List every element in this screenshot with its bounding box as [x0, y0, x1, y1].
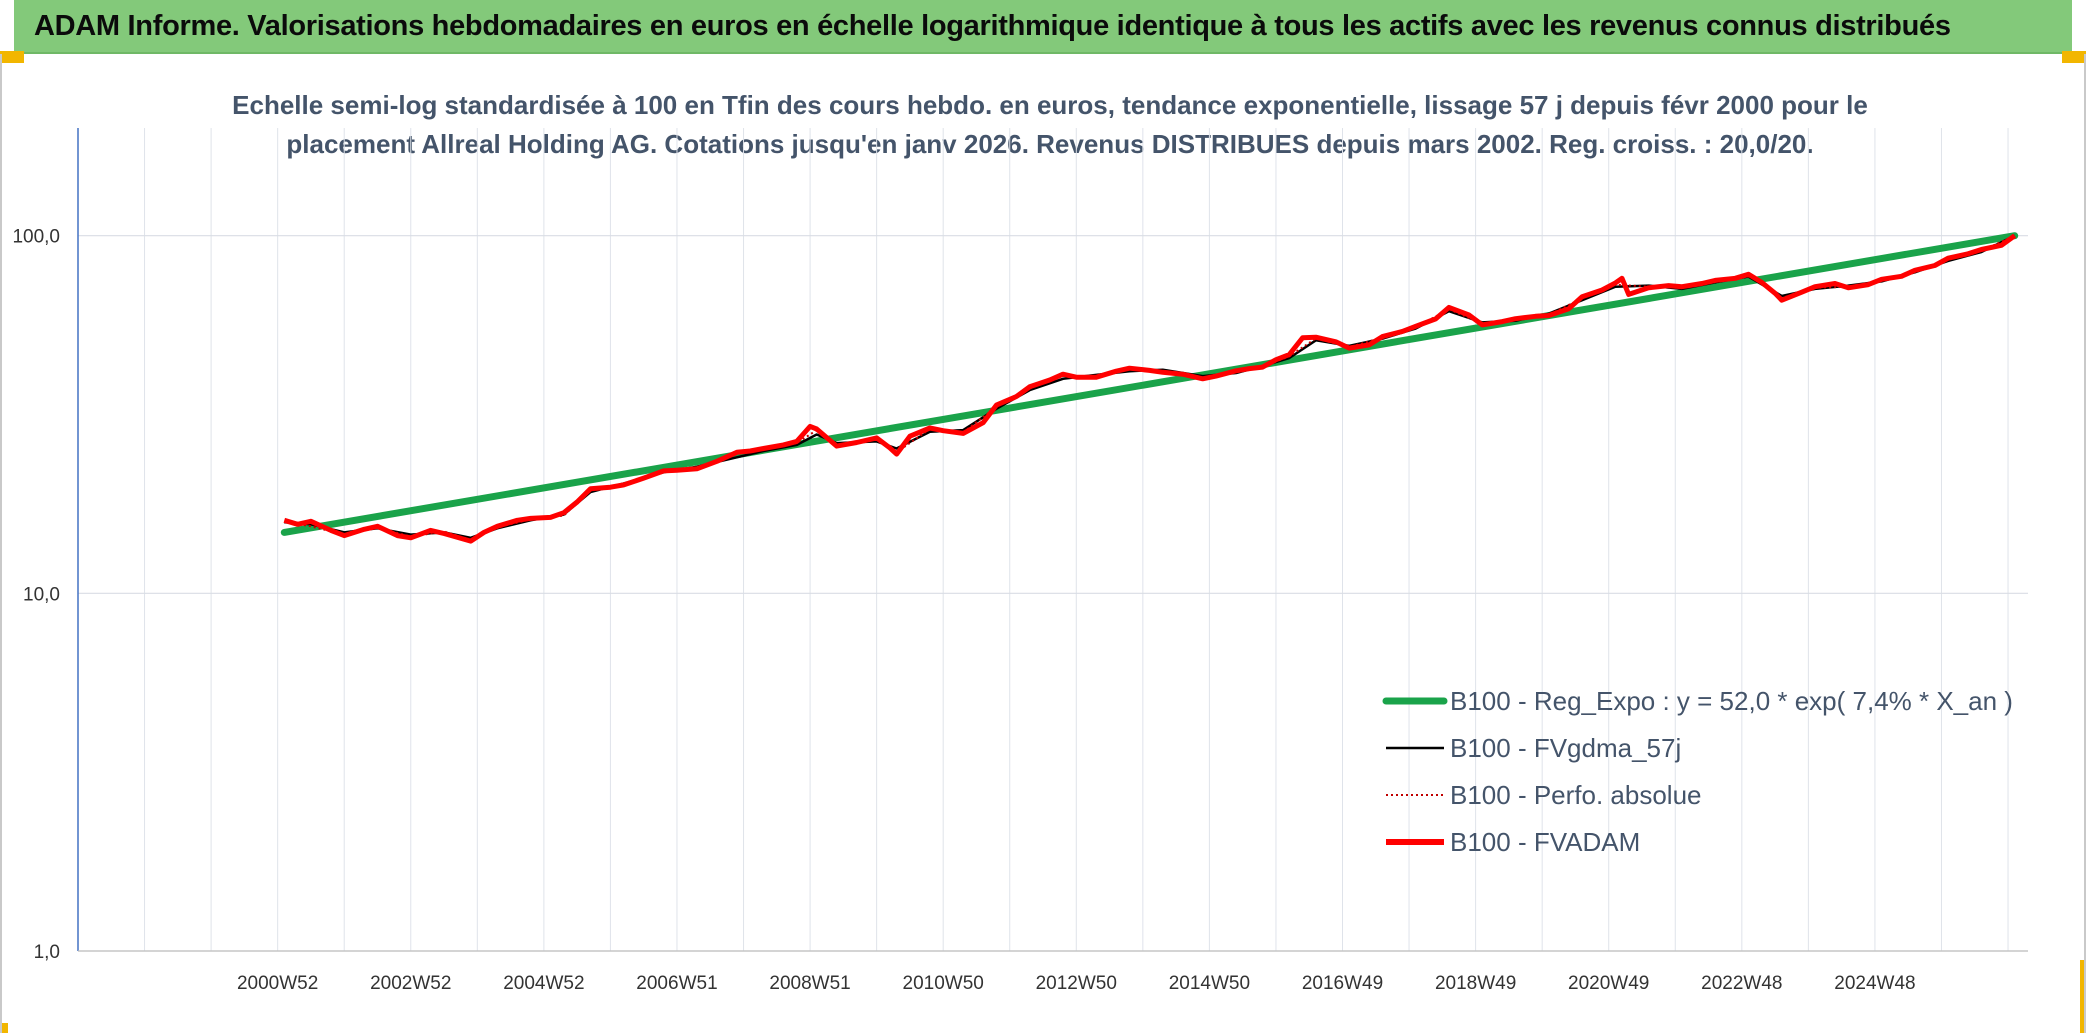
legend-label: B100 - Perfo. absolue: [1450, 780, 1702, 810]
corner-marker: [0, 51, 24, 63]
x-tick-label: 2018W49: [1435, 973, 1516, 994]
legend-label: B100 - FVADAM: [1450, 827, 1640, 857]
chart-frame: [0, 54, 2086, 1033]
x-tick-label: 2004W52: [503, 973, 584, 994]
x-tick-label: 2016W49: [1302, 973, 1383, 994]
x-tick-label: 2022W48: [1701, 973, 1782, 994]
legend-label: B100 - Reg_Expo : y = 52,0 * exp( 7,4% *…: [1450, 686, 2013, 716]
corner-marker: [2062, 51, 2086, 63]
y-tick-label: 100,0: [12, 227, 60, 248]
x-tick-label: 2006W51: [636, 973, 717, 994]
x-tick-label: 2020W49: [1568, 973, 1649, 994]
series-line-trend: [280, 232, 2019, 536]
x-tick-label: 2024W48: [1834, 973, 1915, 994]
x-tick-label: 2014W50: [1169, 973, 1250, 994]
x-tick-label: 2000W52: [237, 973, 318, 994]
title-banner: ADAM Informe. Valorisations hebdomadaire…: [14, 0, 2072, 54]
y-tick-label: 10,0: [23, 584, 60, 605]
y-tick-label: 1,0: [34, 942, 60, 963]
x-tick-label: 2008W51: [769, 973, 850, 994]
chart-title-line-1: Echelle semi-log standardisée à 100 en T…: [232, 90, 1868, 120]
chart-title: Echelle semi-log standardisée à 100 en T…: [180, 86, 1920, 164]
corner-marker: [2080, 960, 2086, 1033]
x-tick-label: 2012W50: [1036, 973, 1117, 994]
series-line-thick: [283, 233, 2017, 544]
x-tick-label: 2002W52: [370, 973, 451, 994]
chart-title-line-2: placement Allreal Holding AG. Cotations …: [286, 129, 1814, 159]
report-title: ADAM Informe. Valorisations hebdomadaire…: [34, 10, 1951, 42]
x-tick-label: 2010W50: [903, 973, 984, 994]
legend-label: B100 - FVgdma_57j: [1450, 733, 1681, 763]
corner-marker: [0, 1023, 8, 1033]
